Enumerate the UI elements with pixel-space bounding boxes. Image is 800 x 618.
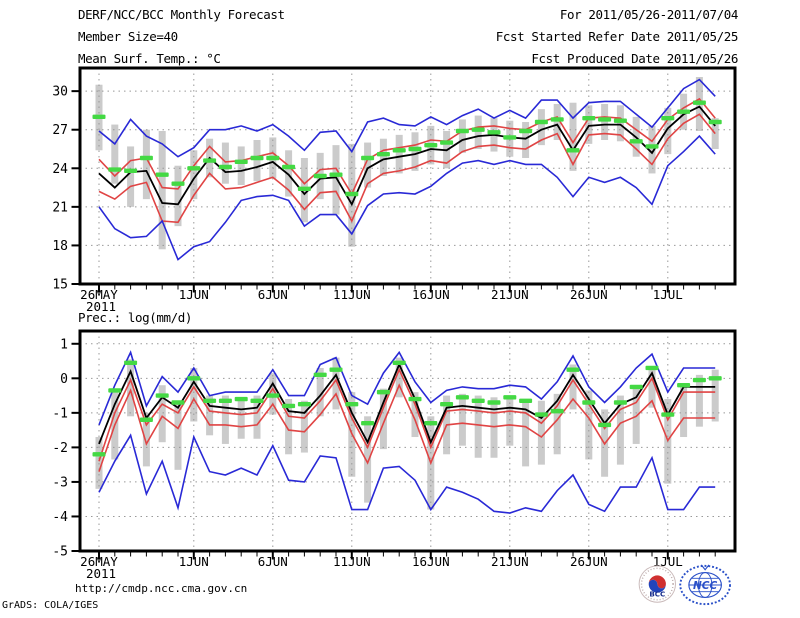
forecast-range-label: For 2011/05/26-2011/07/04	[559, 7, 739, 22]
y-tick-label: -1	[52, 406, 68, 421]
x-tick-label: 26JUN	[570, 287, 608, 302]
x-tick-label: 26JUN	[570, 554, 608, 569]
y-tick-label: 21	[52, 200, 68, 215]
ensemble-min-line	[98, 433, 716, 514]
year-label: 2011	[86, 299, 116, 314]
upper-spread-line	[98, 367, 716, 462]
member-spread-bars	[95, 77, 719, 250]
ncc-logo: NCC	[679, 564, 731, 606]
ensemble-min-line	[98, 134, 716, 261]
chart-frame	[78, 66, 737, 286]
y-tick-label: 1	[60, 337, 68, 352]
plot-title: DERF/NCC/BCC Monthly Forecast	[78, 7, 285, 22]
bcc-logo-text: BCC	[649, 589, 665, 598]
y-tick-label: 30	[52, 85, 68, 100]
year-label: 2011	[86, 566, 116, 581]
x-tick-label: 1JUN	[179, 287, 209, 302]
x-tick-label: 6JUN	[258, 287, 288, 302]
y-tick-label: -2	[52, 441, 68, 456]
bcc-logo: BCC	[638, 565, 676, 603]
member-size-label: Member Size=40	[78, 29, 178, 44]
source-url: http://cmdp.ncc.cma.gov.cn	[75, 582, 248, 595]
x-tick-label: 21JUN	[491, 554, 529, 569]
y-tick-label: -5	[52, 545, 68, 560]
ncc-logo-text: NCC	[693, 580, 718, 592]
y-tick-label: 15	[52, 278, 68, 293]
x-tick-label: 1JUL	[653, 287, 683, 302]
x-tick-label: 16JUN	[412, 554, 450, 569]
grads-credit: GrADS: COLA/IGES	[2, 600, 99, 611]
axis-labels: 15 18 21 24 27 30 26MAY 1JUN 6JUN 11JUN 16JUN 21JUN…	[52, 85, 683, 314]
observation-climatology-dashes	[92, 360, 722, 457]
y-tick-label: 27	[52, 123, 68, 138]
temp-chart-title: Mean Surf. Temp.: °C	[78, 51, 221, 66]
y-tick-label: 24	[52, 162, 68, 177]
produced-date-label: Fcst Produced Date 2011/05/26	[531, 51, 738, 66]
y-tick-label: -4	[52, 510, 68, 525]
temp-chart: 15 18 21 24 27 30 26MAY 1JUN 6JUN 11JUN 16JUN 21JUN…	[52, 66, 737, 314]
prec-chart: -5 -4 -3 -2 -1 0 1 26MAY 1JUN 6JUN 11JUN 16JUN 21JUN…	[52, 329, 737, 581]
upper-spread-line	[98, 97, 716, 196]
ensemble-mean-line	[98, 105, 716, 207]
y-tick-label: 18	[52, 239, 68, 254]
agency-logos: BCC NCC	[638, 564, 731, 606]
ensemble-mean-line	[98, 362, 716, 445]
refer-date-label: Fcst Started Refer Date 2011/05/25	[495, 29, 739, 44]
axis-ticks	[71, 90, 716, 293]
x-tick-label: 6JUN	[258, 554, 288, 569]
x-tick-label: 26MAY	[80, 554, 118, 569]
observation-climatology-dashes	[92, 100, 722, 197]
lower-spread-line	[98, 113, 716, 224]
y-tick-label: -3	[52, 475, 68, 490]
ensemble-max-line	[98, 78, 716, 158]
axis-ticks	[71, 342, 716, 560]
ensemble-max-line	[98, 350, 716, 426]
axis-labels: -5 -4 -3 -2 -1 0 1 26MAY 1JUN 6JUN 11JUN 16JUN 21JUN…	[52, 337, 683, 581]
x-tick-label: 16JUN	[412, 287, 450, 302]
y-tick-label: 0	[60, 372, 68, 387]
x-tick-label: 1JUL	[653, 554, 683, 569]
x-tick-label: 21JUN	[491, 287, 529, 302]
x-tick-label: 26MAY	[80, 287, 118, 302]
x-tick-label: 11JUN	[333, 287, 371, 302]
prec-chart-title: Prec.: log(mm/d)	[78, 310, 193, 325]
x-tick-label: 1JUN	[179, 554, 209, 569]
x-tick-label: 11JUN	[333, 554, 371, 569]
lower-spread-line	[98, 383, 716, 472]
chart-frame	[78, 329, 737, 553]
